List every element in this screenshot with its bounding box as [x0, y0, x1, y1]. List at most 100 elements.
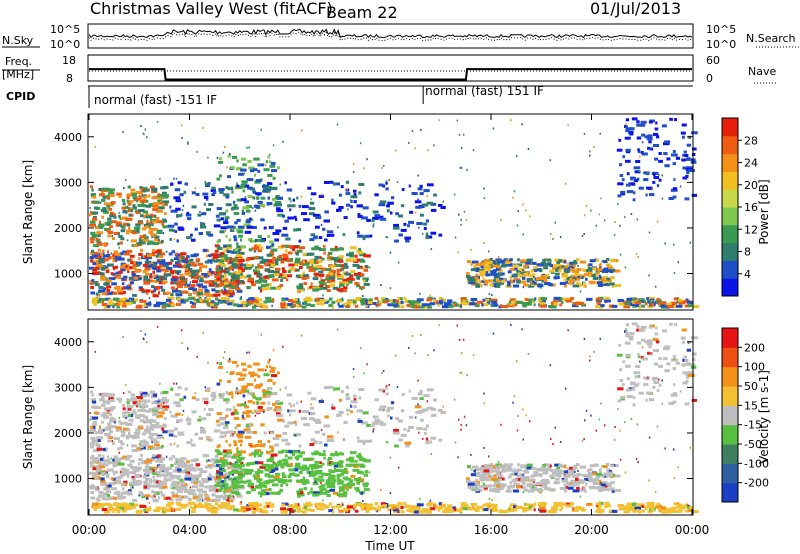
- power-echo: [655, 135, 660, 139]
- velocity-echo: [227, 499, 234, 503]
- velocity-echo: [569, 484, 576, 487]
- velocity-echo: [421, 408, 429, 412]
- velocity-echo: [96, 498, 101, 502]
- power-echo: [147, 254, 153, 258]
- power-echo: [276, 203, 282, 207]
- velocity-echo: [160, 457, 165, 461]
- velocity-echo: [195, 398, 200, 401]
- power-echo: [218, 160, 223, 164]
- velocity-echo: [542, 463, 547, 467]
- power-echo: [367, 301, 372, 304]
- power-echo: [160, 268, 165, 272]
- power-echo: [532, 268, 538, 272]
- power-echo: [152, 208, 159, 212]
- power-echo: [264, 287, 270, 291]
- velocity-echo: [511, 484, 514, 488]
- power-noise-dot: [656, 220, 659, 223]
- velocity-echo: [241, 473, 245, 477]
- power-noise-dot: [344, 265, 347, 268]
- velocity-echo: [385, 386, 388, 390]
- power-echo: [218, 212, 226, 216]
- power-noise-dot: [268, 264, 271, 266]
- velocity-echo: [513, 482, 520, 486]
- velocity-echo: [318, 441, 323, 445]
- velocity-echo: [476, 467, 483, 471]
- power-noise-dot: [583, 132, 586, 135]
- velocity-echo: [256, 478, 263, 482]
- power-noise-dot: [352, 163, 355, 166]
- velocity-echo: [287, 409, 290, 413]
- power-echo: [96, 242, 103, 246]
- power-echo: [312, 286, 320, 290]
- power-noise-dot: [636, 218, 639, 221]
- power-echo: [619, 174, 624, 177]
- power-echo: [135, 223, 141, 227]
- beam-title: Beam 22: [326, 3, 398, 22]
- power-echo: [174, 230, 178, 233]
- power-echo: [159, 259, 162, 262]
- power-echo: [507, 263, 513, 267]
- velocity-echo: [166, 472, 173, 475]
- velocity-echo: [231, 468, 236, 472]
- velocity-echo: [630, 381, 636, 385]
- power-echo: [685, 174, 689, 178]
- velocity-echo: [329, 488, 335, 492]
- noise-right-tick-bottom: 10^0: [706, 38, 736, 51]
- velocity-echo: [302, 465, 305, 469]
- velocity-echo: [563, 465, 567, 469]
- power-echo: [163, 273, 166, 277]
- power-echo: [120, 216, 128, 220]
- velocity-echo: [345, 397, 351, 401]
- colorbar-swatch: [722, 171, 738, 190]
- power-echo: [618, 138, 622, 142]
- velocity-echo: [262, 392, 266, 396]
- power-noise-dot: [673, 243, 675, 246]
- power-echo: [309, 212, 315, 216]
- power-noise-dot: [216, 157, 219, 159]
- power-noise-dot: [650, 147, 652, 150]
- power-noise-dot: [583, 233, 585, 235]
- power-echo: [257, 249, 262, 253]
- velocity-echo: [189, 476, 195, 479]
- power-echo: [271, 298, 275, 302]
- power-echo: [108, 207, 112, 211]
- power-echo: [225, 283, 232, 287]
- velocity-echo: [545, 478, 550, 482]
- power-echo: [281, 233, 289, 237]
- velocity-echo: [145, 418, 150, 422]
- power-echo: [260, 239, 265, 243]
- velocity-echo: [309, 464, 314, 468]
- y-tick-label: 1000: [54, 268, 82, 281]
- power-echo: [374, 297, 379, 301]
- velocity-echo: [656, 389, 660, 393]
- power-echo: [209, 303, 215, 307]
- velocity-echo: [140, 453, 144, 457]
- power-echo: [337, 247, 344, 251]
- power-echo: [225, 186, 229, 190]
- power-echo: [179, 273, 184, 277]
- velocity-echo: [341, 486, 345, 490]
- power-echo: [227, 250, 232, 254]
- power-echo: [215, 270, 223, 274]
- velocity-echo: [241, 414, 244, 418]
- velocity-echo: [195, 463, 201, 467]
- power-echo: [102, 195, 107, 199]
- velocity-echo: [271, 453, 278, 457]
- velocity-echo: [360, 470, 363, 474]
- velocity-echo: [312, 491, 320, 495]
- velocity-echo: [178, 495, 182, 499]
- velocity-echo: [184, 465, 191, 468]
- velocity-echo: [223, 398, 230, 402]
- velocity-echo: [193, 481, 198, 485]
- power-echo: [309, 238, 315, 242]
- velocity-echo: [286, 393, 293, 397]
- velocity-echo: [180, 461, 185, 465]
- power-echo: [129, 258, 133, 262]
- velocity-echo: [344, 486, 349, 490]
- velocity-echo: [216, 472, 224, 476]
- velocity-echo: [386, 409, 390, 413]
- velocity-echo: [139, 391, 143, 395]
- velocity-echo: [607, 471, 614, 475]
- power-echo: [498, 281, 504, 285]
- velocity-echo: [157, 398, 161, 402]
